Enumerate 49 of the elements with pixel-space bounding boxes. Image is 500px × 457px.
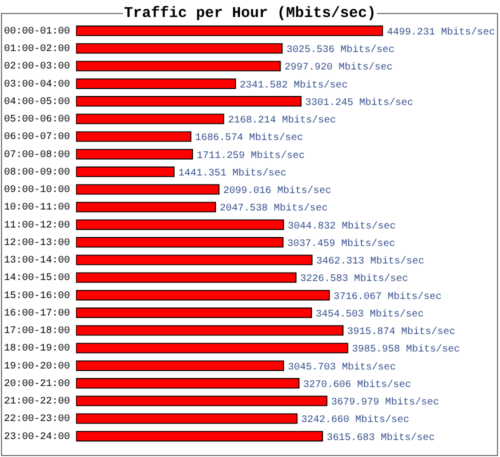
y-tick-label: 19:00-20:00 bbox=[4, 361, 70, 372]
y-tick-label: 18:00-19:00 bbox=[4, 344, 70, 355]
y-tick-label: 08:00-09:00 bbox=[4, 167, 70, 178]
data-label: 3270.606 Mbits/sec bbox=[303, 378, 412, 391]
y-tick-label: 13:00-14:00 bbox=[4, 256, 70, 267]
y-tick-label: 15:00-16:00 bbox=[4, 290, 70, 302]
data-label: 1711.259 Mbits/sec bbox=[196, 150, 305, 162]
data-label: 2047.538 Mbits/sec bbox=[220, 202, 328, 215]
data-label: 2341.582 Mbits/sec bbox=[240, 79, 348, 92]
y-tick-label: 05:00-06:00 bbox=[4, 114, 70, 126]
data-label: 3242.660 Mbits/sec bbox=[301, 414, 410, 426]
data-label: 3679.979 Mbits/sec bbox=[331, 396, 440, 409]
data-label: 3037.459 Mbits/sec bbox=[287, 238, 396, 250]
y-tick-label: 11:00-12:00 bbox=[4, 220, 70, 232]
data-label: 2997.920 Mbits/sec bbox=[284, 62, 393, 74]
y-tick-label: 21:00-22:00 bbox=[4, 396, 70, 408]
y-tick-label: 10:00-11:00 bbox=[4, 202, 70, 214]
data-label: 3044.832 Mbits/sec bbox=[288, 220, 396, 232]
y-tick-label: 03:00-04:00 bbox=[4, 79, 70, 90]
y-tick-label: 01:00-02:00 bbox=[4, 44, 70, 56]
y-tick-label: 22:00-23:00 bbox=[4, 414, 70, 426]
y-tick-label: 14:00-15:00 bbox=[4, 273, 70, 284]
y-tick-label: 02:00-03:00 bbox=[4, 62, 70, 73]
data-label: 3462.313 Mbits/sec bbox=[316, 256, 424, 268]
y-tick-label: 12:00-13:00 bbox=[4, 238, 70, 249]
y-tick-label: 23:00-24:00 bbox=[4, 432, 70, 443]
data-label: 3915.874 Mbits/sec bbox=[347, 326, 456, 338]
y-tick-label: 16:00-17:00 bbox=[4, 308, 70, 320]
data-label: 3615.683 Mbits/sec bbox=[326, 432, 435, 444]
data-label: 1441.351 Mbits/sec bbox=[178, 167, 286, 180]
data-label: 2099.016 Mbits/sec bbox=[223, 185, 332, 198]
y-tick-label: 09:00-10:00 bbox=[4, 185, 70, 196]
data-label: 3454.503 Mbits/sec bbox=[316, 308, 424, 320]
data-label: 4499.231 Mbits/sec bbox=[387, 26, 496, 38]
y-tick-label: 06:00-07:00 bbox=[4, 132, 70, 144]
data-label: 3045.703 Mbits/sec bbox=[288, 361, 396, 374]
chart-title: Traffic per Hour (Mbits/sec) bbox=[122, 5, 378, 22]
data-label: 3716.067 Mbits/sec bbox=[334, 290, 442, 303]
data-label: 3985.958 Mbits/sec bbox=[352, 344, 460, 356]
data-label: 3025.536 Mbits/sec bbox=[286, 44, 394, 56]
y-tick-label: 20:00-21:00 bbox=[4, 378, 70, 390]
data-label: 1686.574 Mbits/sec bbox=[195, 132, 304, 144]
y-tick-label: 04:00-05:00 bbox=[4, 96, 70, 108]
data-label: 3301.245 Mbits/sec bbox=[305, 96, 414, 109]
y-tick-label: 07:00-08:00 bbox=[4, 150, 70, 161]
data-label: 2168.214 Mbits/sec bbox=[228, 114, 336, 127]
data-label: 3226.583 Mbits/sec bbox=[300, 273, 408, 286]
y-tick-label: 00:00-01:00 bbox=[4, 26, 70, 38]
y-tick-label: 17:00-18:00 bbox=[4, 326, 70, 338]
